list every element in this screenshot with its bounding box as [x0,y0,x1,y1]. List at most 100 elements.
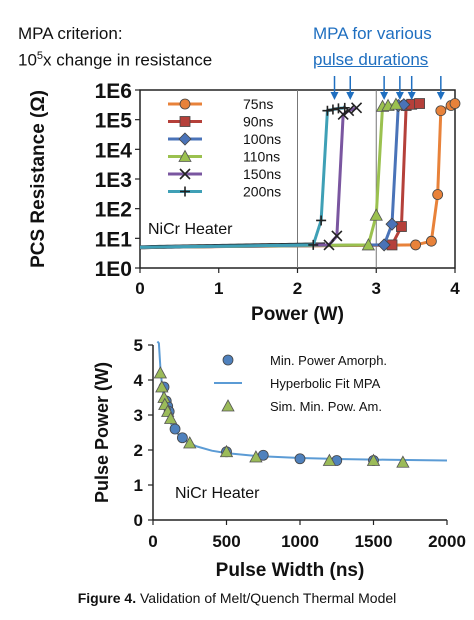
criterion-rest: x change in resistance [43,50,213,70]
y-tick-label: 5 [134,336,143,355]
data-point-75ns [432,189,444,200]
legend-label: 90ns [243,114,273,130]
data-point-75ns [435,105,447,117]
y-tick-label: 1E0 [95,258,132,281]
mpa-various-label: MPA for various [313,24,432,44]
mpa-arrow-head [436,92,445,100]
criterion-line-1: MPA criterion: [18,24,123,43]
data-point-110ns [369,208,383,221]
legend-marker [222,354,234,366]
legend-marker [178,132,192,146]
x-tick-label: 1500 [355,532,393,551]
annotation-nicr: NiCr Heater [175,485,260,502]
pulse-power-vs-width-chart: 0 1 2 3 4 5 0 500 1000 1500 2000 Pulse Width (ns) Pu… [92,336,466,581]
data-point-200ns [316,215,327,226]
x-tick-label: 1000 [281,532,319,551]
data-point-110ns [389,97,403,110]
data-point-75ns [410,239,422,251]
data-point-sim-min-power [322,453,337,466]
x-tick-label: 2 [293,279,302,298]
data-point-sim-min-power [163,411,178,424]
data-point-sim-min-power [366,453,381,466]
figure-caption-text: Validation of Melt/Quench Thermal Model [136,590,397,606]
y-tick-label: 3 [134,406,143,425]
figure-label: Figure 4. [77,590,137,606]
mpa-arrow-head [395,92,404,100]
legend-box [162,92,234,201]
data-point-sim-min-power [219,444,234,458]
data-point-200ns [327,104,338,115]
data-point-150ns [350,102,363,114]
y-tick-label: 0 [134,511,143,530]
mpa-durations-label: pulse durations [313,50,428,70]
data-point-150ns [331,230,343,242]
y-axis-label: PCS Resistance (Ω) [28,90,49,268]
legend-marker [179,98,191,110]
mpa-arrow-head [346,92,355,100]
mpa-criterion-label: MPA criterion: [18,24,123,44]
data-point-100ns [377,238,391,252]
y-tick-label: 1 [134,476,143,495]
legend-label: Sim. Min. Pow. Am. [270,399,382,414]
y-tick-label: 1E6 [95,80,132,103]
data-point-min-power [294,453,306,465]
x-axis-label: Power (W) [251,304,344,325]
mpa-arrow-head [330,92,339,100]
legend-marker [221,399,235,412]
mpa-line-2: pulse durations [313,50,429,69]
data-point-90ns [414,98,425,109]
mpa-arrow-head [407,92,416,100]
data-point-200ns [322,105,333,116]
legend-marker [180,186,190,197]
x-tick-label: 0 [148,532,157,551]
figure-caption: Figure 4. Validation of Melt/Quench Ther… [0,590,474,606]
data-point-min-power [169,423,181,435]
data-point-sim-min-power [153,366,168,379]
legend-label: 110ns [243,149,280,165]
legend-marker [178,149,192,162]
criterion-base: 10 [18,50,37,70]
y-tick-label: 1E5 [95,110,133,133]
resistance-vs-power-chart: 1E0 1E1 1E2 1E3 1E4 1E5 1E6 0 1 2 3 4 Power (W) PCS R… [28,76,461,325]
mpa-criterion-detail: 105x change in resistance [18,50,212,71]
legend-label: 100ns [243,131,281,147]
data-point-200ns [308,239,319,250]
data-point-sim-min-power [396,455,410,468]
y-tick-label: 1E1 [95,228,133,251]
legend-label: Hyperbolic Fit MPA [270,376,381,391]
data-point-min-power [176,432,188,444]
data-point-150ns [337,108,349,121]
x-tick-label: 1 [214,279,223,298]
data-point-sim-min-power [183,436,197,449]
y-tick-label: 2 [134,441,143,460]
mpa-arrow-head [380,92,389,100]
x-tick-label: 500 [212,532,240,551]
data-point-200ns [339,102,350,113]
y-axis-label: Pulse Power (W) [92,362,112,503]
x-tick-label: 4 [450,279,460,298]
legend-label: 200ns [243,184,281,200]
x-axis-label: Pulse Width (ns) [216,560,365,581]
data-point-sim-min-power [155,380,169,393]
y-tick-label: 1E3 [95,169,132,192]
annotation-nicr: NiCr Heater [148,221,233,238]
y-tick-label: 4 [134,371,144,390]
x-tick-label: 3 [372,279,381,298]
data-point-90ns [396,221,407,232]
legend-label: Min. Power Amorph. [270,353,387,368]
legend-marker [179,116,191,127]
y-tick-label: 1E4 [95,139,133,162]
legend-marker [179,168,191,180]
data-point-110ns [361,238,376,251]
criterion-exponent: 5 [36,50,44,62]
x-tick-label: 2000 [428,532,466,551]
data-point-150ns [323,239,335,251]
mpa-line-1: MPA for various [313,24,432,43]
x-tick-label: 0 [135,279,144,298]
legend-label: 75ns [243,96,273,112]
y-tick-label: 1E2 [95,199,132,222]
data-point-100ns [385,217,399,231]
data-point-sim-min-power [249,450,263,463]
legend-label: 150ns [243,166,281,182]
data-point-75ns [425,235,437,247]
